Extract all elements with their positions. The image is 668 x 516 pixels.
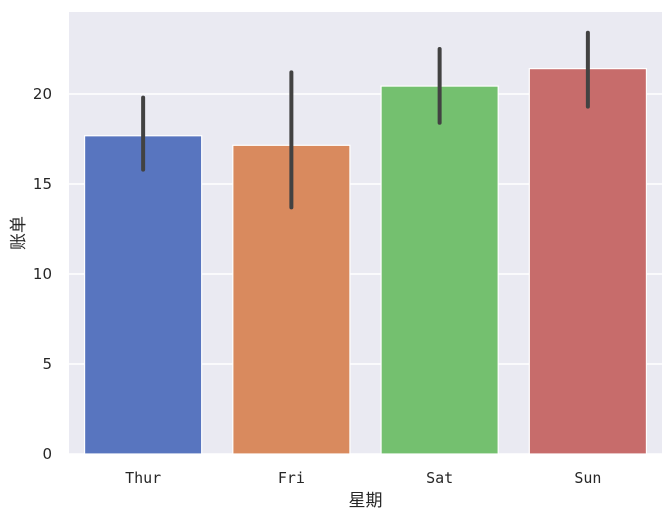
y-tick-labels: 0 5 10 15 20 — [33, 85, 52, 463]
x-tick-label: Sat — [426, 469, 453, 487]
x-axis-label: 星期 — [349, 491, 383, 511]
y-tick-label: 20 — [33, 85, 52, 103]
y-tick-label: 15 — [33, 175, 52, 193]
bar-thur — [83, 135, 203, 455]
bar-sun — [528, 68, 648, 455]
y-tick-label: 0 — [42, 445, 52, 463]
x-tick-labels: Thur Fri Sat Sun — [125, 469, 601, 487]
error-bars — [141, 30, 590, 210]
y-axis-label: 账单 — [9, 216, 29, 250]
y-tick-label: 5 — [42, 355, 52, 373]
x-tick-label: Thur — [125, 469, 161, 487]
bar-sat — [380, 85, 499, 455]
x-tick-label: Fri — [278, 469, 305, 487]
y-tick-label: 10 — [33, 265, 52, 283]
x-tick-label: Sun — [574, 469, 601, 487]
